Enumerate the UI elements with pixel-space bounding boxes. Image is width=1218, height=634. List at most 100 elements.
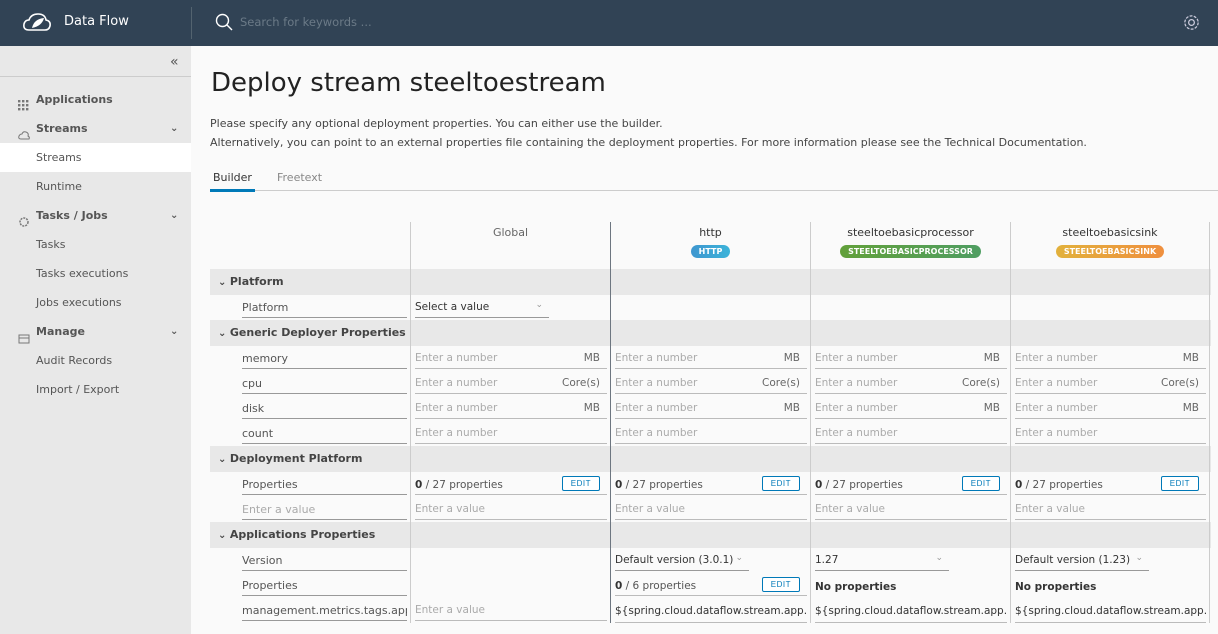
property-input[interactable]: Enter a number <box>815 398 1007 419</box>
sidebar-item-streams[interactable]: Streams ⌄ <box>0 114 191 143</box>
sidebar-item-streams[interactable]: Streams <box>0 143 191 172</box>
version-select[interactable]: Default version (1.23) ⌄ <box>1015 550 1149 571</box>
section-title[interactable]: ⌄ Deployment Platform <box>218 452 362 465</box>
chevron-down-icon[interactable]: ⌄ <box>218 454 230 465</box>
brand-name[interactable]: Data Flow <box>64 14 129 29</box>
property-value-input[interactable]: ${spring.cloud.dataflow.stream.app.type} <box>615 600 807 623</box>
property-input[interactable]: Enter a value <box>1015 499 1206 520</box>
property-cell: Default version (1.23) ⌄ <box>1010 548 1210 573</box>
sidebar-item-tasks[interactable]: Tasks <box>0 230 191 259</box>
properties-total: / 6 properties <box>622 580 697 592</box>
property-input[interactable]: Enter a number <box>415 373 607 394</box>
column-header: http HTTP <box>610 222 810 269</box>
section-title[interactable]: ⌄ Platform <box>218 275 284 288</box>
property-cell: Select a value ⌄ <box>410 295 610 320</box>
tab-builder[interactable]: Builder <box>210 171 255 192</box>
property-cell: 0 / 27 properties EDIT <box>410 472 610 497</box>
sidebar-item-applications[interactable]: Applications <box>0 85 191 114</box>
edit-properties-button[interactable]: EDIT <box>961 476 1000 491</box>
section-header[interactable]: ⌄ Generic Deployer Properties <box>210 320 1211 346</box>
property-input[interactable]: Enter a number <box>815 373 1007 394</box>
property-input[interactable]: Enter a value <box>415 499 607 520</box>
section-title-cell[interactable]: ⌄ Applications Properties <box>210 522 410 548</box>
property-input[interactable]: Enter a number <box>615 373 807 394</box>
sidebar-item-audit-records[interactable]: Audit Records <box>0 346 191 375</box>
section-title-cell[interactable]: ⌄ Platform <box>210 269 410 295</box>
section-header[interactable]: ⌄ Applications Properties <box>210 522 1211 548</box>
property-input[interactable]: Enter a value <box>815 499 1007 520</box>
sidebar-item-tasks-jobs[interactable]: Tasks / Jobs ⌄ <box>0 201 191 230</box>
property-cell: Enter a number MB <box>1010 396 1210 421</box>
property-input[interactable]: Enter a value <box>415 600 607 621</box>
property-cell: Enter a number MB <box>810 346 1010 371</box>
column-title: steeltoebasicsink <box>1062 226 1158 239</box>
sidebar-item-import-export[interactable]: Import / Export <box>0 375 191 404</box>
app-type-badge: STEELTOEBASICPROCESSOR <box>840 245 981 258</box>
sidebar-item-manage[interactable]: Manage ⌄ <box>0 317 191 346</box>
property-input[interactable]: Enter a number <box>1015 348 1206 369</box>
chevron-down-icon[interactable]: ⌄ <box>218 530 230 541</box>
dataflow-logo-icon[interactable] <box>22 11 52 33</box>
property-input[interactable]: Enter a number <box>415 398 607 419</box>
section-cell <box>610 522 810 548</box>
property-input[interactable]: Enter a number <box>415 348 607 369</box>
version-select[interactable]: Select a value ⌄ <box>415 297 549 318</box>
chevron-down-icon[interactable]: ⌄ <box>218 328 230 339</box>
section-header[interactable]: ⌄ Platform <box>210 269 1211 295</box>
edit-properties-button[interactable]: EDIT <box>1160 476 1199 491</box>
section-header[interactable]: ⌄ Deployment Platform <box>210 446 1211 472</box>
section-cell <box>810 320 1010 346</box>
version-select[interactable]: 1.27 ⌄ <box>815 550 949 571</box>
property-input[interactable]: Enter a number <box>1015 423 1206 444</box>
property-value-input[interactable]: ${spring.cloud.dataflow.stream.app.type} <box>815 600 1007 623</box>
section-cell <box>410 522 610 548</box>
sidebar-item-jobs-executions[interactable]: Jobs executions <box>0 288 191 317</box>
property-input[interactable]: Enter a number <box>615 398 807 419</box>
property-value-input[interactable]: ${spring.cloud.dataflow.stream.app.type} <box>1015 600 1206 623</box>
property-input[interactable]: Enter a number <box>1015 398 1206 419</box>
unit-label: Core(s) <box>762 377 800 389</box>
section-cell <box>610 446 810 472</box>
property-input[interactable]: Enter a number <box>615 423 807 444</box>
chevron-down-icon[interactable]: ⌄ <box>218 277 230 288</box>
chevron-down-icon[interactable]: ⌄ <box>170 210 179 221</box>
header-spacer <box>210 222 410 269</box>
property-input[interactable]: Enter a value <box>615 499 807 520</box>
property-cell <box>1010 295 1210 320</box>
property-input[interactable]: Enter a number <box>415 423 607 444</box>
top-bar: Data Flow <box>0 0 1218 46</box>
sidebar-item-label: Manage <box>36 325 85 338</box>
sidebar-item-label: Applications <box>36 93 113 106</box>
chevron-down-icon[interactable]: ⌄ <box>170 326 179 337</box>
gear-icon[interactable] <box>1182 13 1201 32</box>
property-cell <box>810 295 1010 320</box>
edit-properties-button[interactable]: EDIT <box>761 476 800 491</box>
section-title-cell[interactable]: ⌄ Deployment Platform <box>210 446 410 472</box>
property-input[interactable]: Enter a number <box>815 423 1007 444</box>
section-cell <box>810 522 1010 548</box>
search-input[interactable] <box>240 13 540 31</box>
sidebar-item-runtime[interactable]: Runtime <box>0 172 191 201</box>
version-select[interactable]: Default version (3.0.1) ⌄ <box>615 550 749 571</box>
sidebar: « Applications Streams ⌄ Streams Runtime Task… <box>0 46 191 634</box>
property-input[interactable]: Enter a number <box>1015 373 1206 394</box>
property-cell: Enter a value <box>410 598 610 623</box>
property-label-cell: memory <box>210 346 410 371</box>
edit-properties-button[interactable]: EDIT <box>761 577 800 592</box>
section-title[interactable]: ⌄ Generic Deployer Properties <box>218 326 406 339</box>
chevron-down-icon[interactable]: ⌄ <box>170 123 179 134</box>
property-label-cell: Version <box>210 548 410 573</box>
section-title[interactable]: ⌄ Applications Properties <box>218 528 375 541</box>
edit-properties-button[interactable]: EDIT <box>561 476 600 491</box>
property-row: count Enter a number Enter a number Enter a… <box>210 421 1211 446</box>
section-title-text: Applications Properties <box>229 528 376 541</box>
property-input[interactable]: Enter a number <box>815 348 1007 369</box>
tab-freetext[interactable]: Freetext <box>277 171 323 184</box>
collapse-sidebar-icon[interactable]: « <box>170 54 179 70</box>
property-input[interactable]: Enter a number <box>615 348 807 369</box>
property-label[interactable]: Enter a value <box>242 500 407 520</box>
sidebar-item-tasks-executions[interactable]: Tasks executions <box>0 259 191 288</box>
section-title-cell[interactable]: ⌄ Generic Deployer Properties <box>210 320 410 346</box>
property-label-cell: management.metrics.tags.application <box>210 598 410 623</box>
property-label: memory <box>242 349 407 369</box>
